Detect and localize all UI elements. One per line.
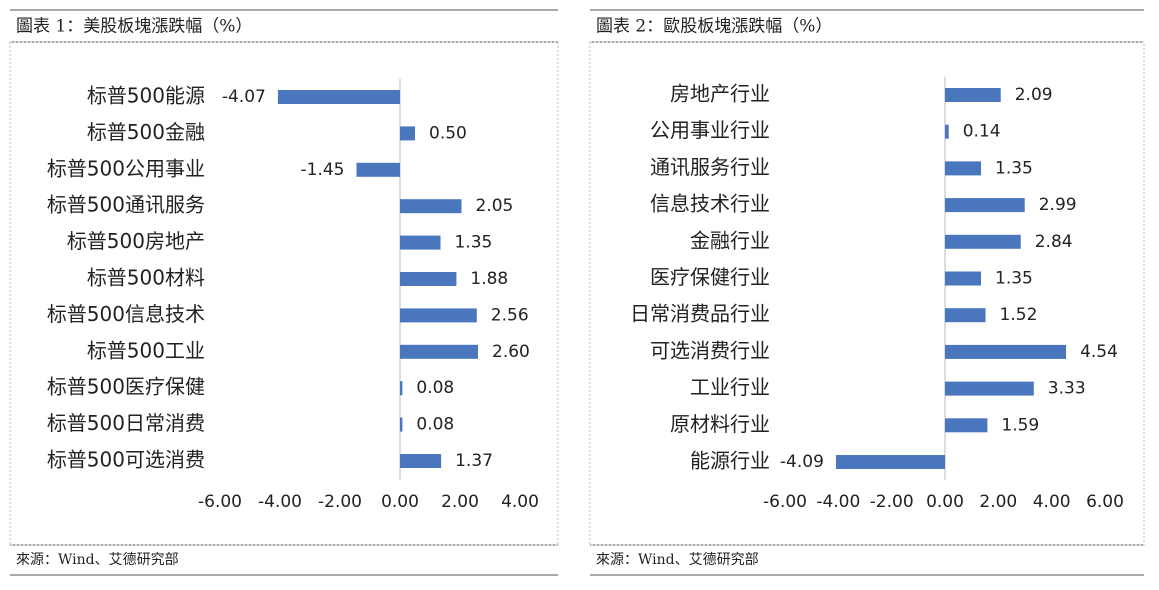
- value-label: 0.50: [429, 123, 467, 143]
- category-label: 标普500金融: [87, 120, 205, 144]
- x-tick-label: 2.00: [441, 492, 479, 512]
- x-tick-label: -4.00: [816, 492, 860, 512]
- bar: [356, 162, 400, 177]
- category-label: 标普500工业: [87, 338, 205, 362]
- bar: [400, 126, 415, 141]
- value-label: 0.08: [416, 378, 454, 398]
- source: 來源：Wind、艾德研究部: [596, 552, 759, 568]
- category-label: 金融行业: [690, 228, 770, 252]
- x-tick-label: -6.00: [763, 492, 807, 512]
- category-label: 公用事业行业: [650, 118, 770, 142]
- value-label: 1.52: [1000, 305, 1038, 325]
- value-label: 2.09: [1015, 85, 1053, 105]
- bar: [945, 418, 988, 433]
- chart-title: 圖表 1：美股板塊漲跌幅（%）: [16, 17, 252, 37]
- category-label: 标普500房地产: [67, 229, 205, 253]
- value-label: 1.35: [995, 158, 1033, 178]
- value-label: 4.54: [1080, 342, 1118, 362]
- x-tick-label: -2.00: [870, 492, 914, 512]
- x-tick-label: -6.00: [198, 492, 242, 512]
- plot-border: [589, 41, 1145, 546]
- value-label: 2.56: [491, 305, 529, 325]
- category-label: 标普500医疗保健: [47, 375, 205, 399]
- bar: [945, 161, 981, 176]
- bar: [945, 88, 1001, 102]
- value-label: 1.35: [455, 233, 493, 253]
- x-tick-label: 4.00: [501, 492, 539, 512]
- value-label: 1.88: [470, 269, 508, 289]
- category-label: 医疗保健行业: [650, 265, 770, 289]
- category-label: 通讯服务行业: [650, 155, 770, 179]
- bar: [277, 90, 400, 104]
- bar: [945, 308, 986, 323]
- bar: [945, 344, 1067, 359]
- value-label: 1.37: [455, 451, 493, 471]
- bar: [400, 199, 462, 214]
- category-label: 标普500可选消费: [47, 448, 205, 472]
- category-label: 房地产行业: [670, 82, 770, 106]
- bar: [400, 454, 442, 468]
- category-label: 标普500日常消费: [47, 411, 205, 435]
- bar: [835, 455, 945, 469]
- x-tick-label: 0.00: [926, 492, 964, 512]
- category-label: 日常消费品行业: [630, 302, 770, 326]
- bar: [400, 272, 457, 286]
- value-label: 1.59: [1001, 415, 1039, 435]
- category-label: 标普500能源: [87, 84, 205, 108]
- x-tick-label: -2.00: [318, 492, 362, 512]
- category-label: 标普500通讯服务: [47, 193, 205, 217]
- chart-title: 圖表 2：歐股板塊漲跌幅（%）: [596, 17, 832, 37]
- category-label: 标普500信息技术: [47, 302, 205, 326]
- category-label: 可选消费行业: [650, 338, 770, 362]
- category-label: 原材料行业: [670, 412, 770, 436]
- bar: [945, 198, 1025, 213]
- category-label: 信息技术行业: [650, 192, 770, 216]
- source: 來源：Wind、艾德研究部: [16, 552, 179, 568]
- bar: [400, 344, 478, 359]
- value-label: -1.45: [301, 160, 345, 180]
- x-tick-label: 4.00: [1033, 492, 1071, 512]
- bar: [945, 381, 1034, 396]
- value-label: 1.35: [995, 269, 1033, 289]
- bar: [400, 308, 477, 323]
- x-tick-label: 2.00: [979, 492, 1017, 512]
- value-label: 3.33: [1048, 379, 1086, 399]
- bar: [400, 381, 403, 396]
- value-label: 2.60: [492, 342, 530, 362]
- category-label: 工业行业: [690, 375, 770, 399]
- x-tick-label: -4.00: [258, 492, 302, 512]
- bar: [945, 124, 949, 139]
- bar: [945, 271, 981, 286]
- category-label: 能源行业: [690, 449, 770, 473]
- value-label: 0.14: [963, 122, 1001, 142]
- value-label: 2.05: [476, 196, 514, 216]
- category-label: 标普500材料: [87, 266, 205, 290]
- bar: [400, 235, 441, 250]
- bar: [945, 234, 1021, 249]
- value-label: 0.08: [416, 415, 454, 435]
- value-label: 2.99: [1039, 195, 1077, 215]
- x-tick-label: 0.00: [381, 492, 419, 512]
- bar: [400, 417, 403, 432]
- category-label: 标普500公用事业: [47, 156, 205, 180]
- x-tick-label: 6.00: [1086, 492, 1124, 512]
- value-label: -4.09: [780, 452, 824, 472]
- value-label: -4.07: [222, 87, 266, 107]
- plot-border: [9, 41, 559, 546]
- value-label: 2.84: [1035, 232, 1073, 252]
